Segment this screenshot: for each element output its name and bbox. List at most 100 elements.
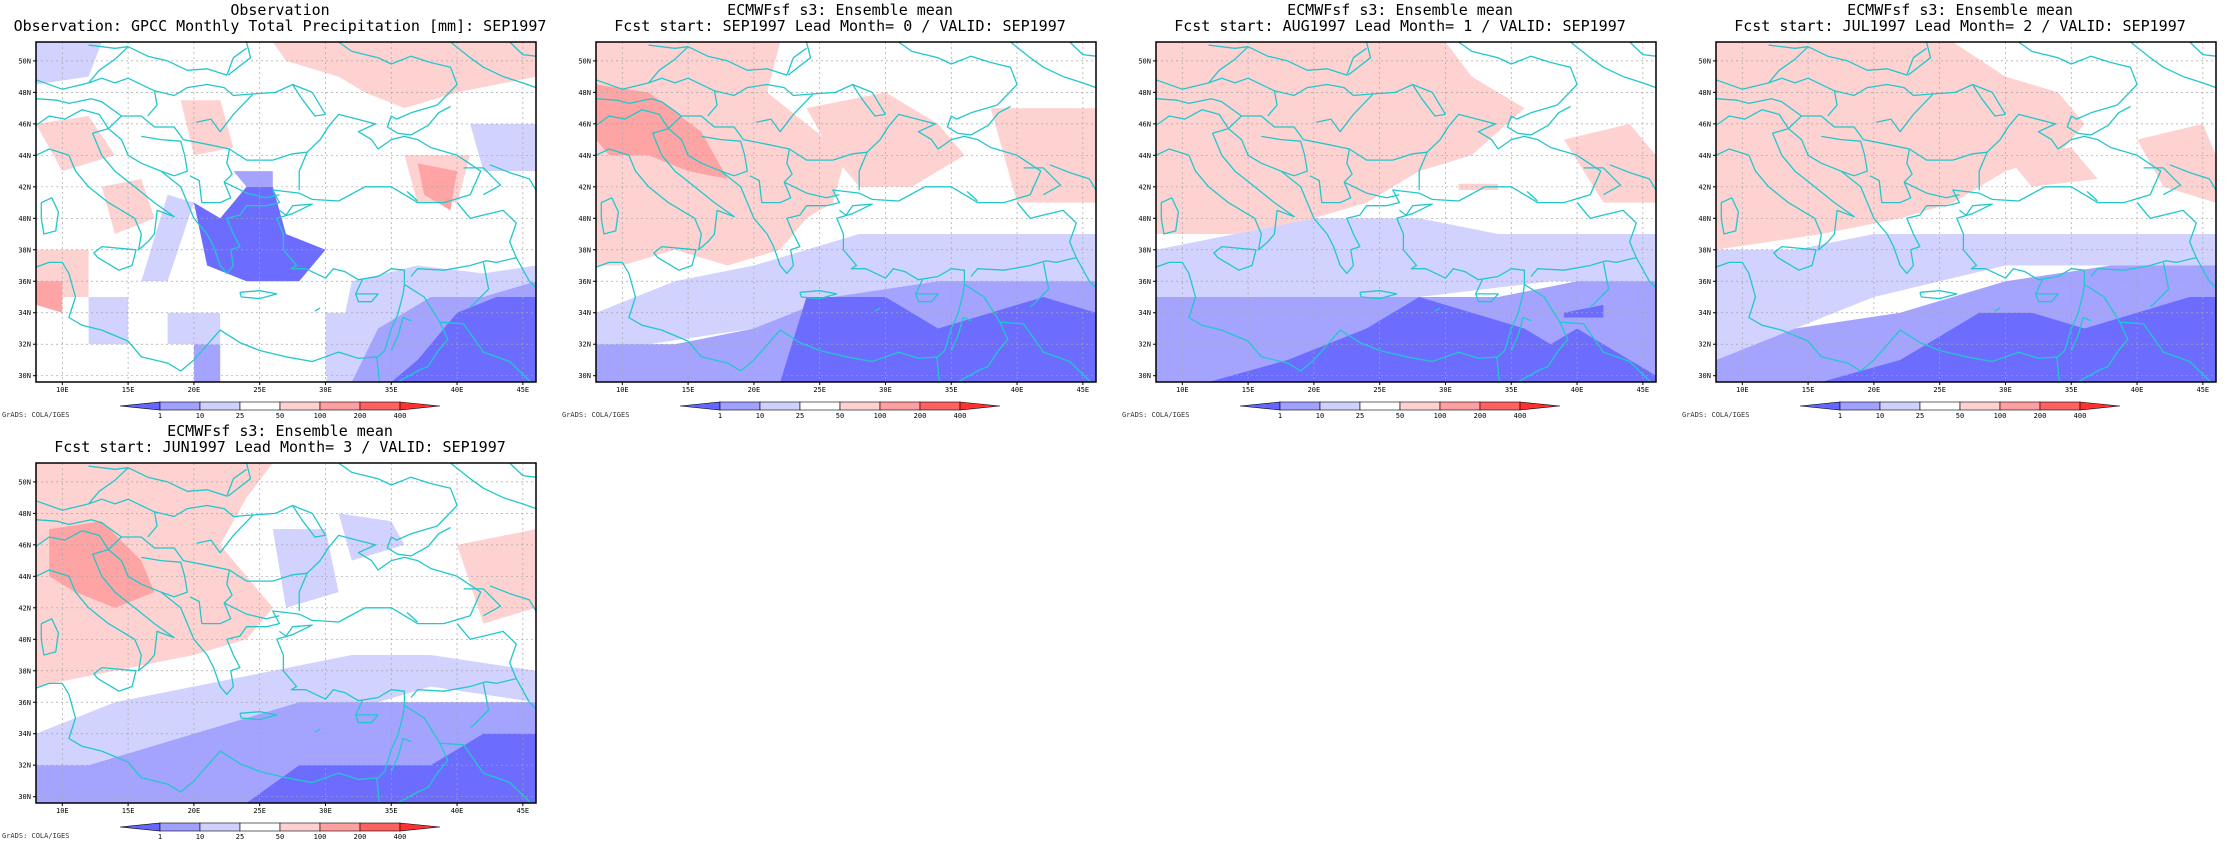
- coastline: [1156, 113, 1602, 275]
- y-tick-label: 36N: [18, 699, 31, 707]
- map-panel-2: ECMWFsf s3: Ensemble mean Fcst start: SEP…: [560, 0, 1120, 420]
- coastline: [1160, 197, 1180, 235]
- coastline: [1213, 245, 1257, 271]
- coastline: [1049, 164, 1096, 191]
- coastline: [229, 569, 308, 582]
- coastline: [390, 737, 412, 772]
- coastline: [196, 514, 254, 554]
- coastline: [999, 321, 1092, 382]
- precipitation-map: 10E 15E 20E 25E 30E 35E 40E 45E 30N 32N 34N 36N 38N 4…: [18, 41, 537, 420]
- coastline: [147, 90, 158, 117]
- colorbar-swatch: [399, 401, 441, 411]
- coastline: [653, 245, 697, 271]
- coastline: [2077, 283, 2129, 382]
- colorbar: 1 10 25 50 100 200 400: [119, 822, 441, 841]
- coastline: [439, 321, 532, 382]
- coastline: [1510, 316, 1532, 351]
- y-tick-label: 50N: [1138, 57, 1151, 65]
- colorbar-swatch: [359, 822, 401, 832]
- coastline: [1909, 148, 1988, 161]
- shading-region: [1156, 42, 1525, 234]
- x-tick-label: 40E: [451, 807, 464, 815]
- coastline: [1506, 104, 1571, 136]
- colorbar-label: 25: [796, 412, 804, 420]
- coastline: [1156, 203, 1526, 372]
- coastline: [489, 164, 536, 191]
- x-tick-label: 20E: [748, 386, 761, 394]
- coastline: [223, 602, 280, 620]
- colorbar-swatch: [399, 822, 441, 832]
- coastline: [1716, 113, 2162, 275]
- coastline: [2149, 262, 2170, 307]
- coastline: [783, 181, 840, 199]
- coastline: [1156, 109, 1229, 129]
- y-tick-label: 30N: [578, 372, 591, 380]
- shading-region: [141, 194, 194, 282]
- shading-region: [88, 297, 129, 345]
- coastline: [397, 283, 449, 382]
- colorbar-swatch: [199, 401, 241, 411]
- coastline: [2086, 191, 2099, 202]
- y-tick-label: 46N: [1698, 120, 1711, 128]
- y-tick-label: 48N: [18, 89, 31, 97]
- y-tick-label: 36N: [1698, 278, 1711, 286]
- coastline: [1156, 98, 1242, 117]
- y-tick-label: 44N: [18, 573, 31, 581]
- colorbar: 1 10 25 50 100 200 400: [119, 401, 441, 420]
- coastline: [36, 498, 327, 536]
- colorbar-label: 400: [2074, 412, 2087, 420]
- coastline: [1267, 90, 1278, 117]
- colorbar-label: 50: [836, 412, 844, 420]
- coastline: [799, 290, 838, 300]
- coastline: [1208, 44, 1367, 76]
- coastline: [141, 556, 188, 598]
- coastline: [1412, 84, 1446, 117]
- coastline: [1526, 191, 1539, 202]
- y-tick-label: 50N: [18, 57, 31, 65]
- y-tick-label: 38N: [18, 246, 31, 254]
- coastline: [36, 534, 482, 696]
- colorbar-label: 100: [314, 833, 327, 841]
- y-tick-label: 46N: [18, 541, 31, 549]
- coastline: [1589, 262, 1610, 307]
- coastline: [147, 511, 158, 538]
- y-tick-label: 34N: [1698, 309, 1711, 317]
- colorbar-label: 100: [1994, 412, 2007, 420]
- panel-subtitle: Fcst start: SEP1997 Lead Month= 0 / VALI…: [614, 17, 1066, 35]
- colorbar-label: 400: [1514, 412, 1527, 420]
- colorbar-label: 100: [314, 412, 327, 420]
- coastline: [40, 618, 60, 656]
- y-tick-label: 38N: [1138, 246, 1151, 254]
- coastline: [1475, 279, 1499, 303]
- map-panel-5: ECMWFsf s3: Ensemble mean Fcst start: JUN…: [0, 421, 560, 841]
- shading-region: [272, 42, 536, 109]
- colorbar-swatch: [1879, 401, 1921, 411]
- x-tick-label: 15E: [682, 386, 695, 394]
- shading-region: [272, 529, 339, 608]
- y-tick-label: 44N: [18, 152, 31, 160]
- shading-region: [1563, 123, 1656, 203]
- x-tick-label: 45E: [1637, 386, 1650, 394]
- coastline: [950, 316, 972, 351]
- coastline: [946, 104, 1011, 136]
- coastline: [376, 356, 381, 382]
- y-tick-label: 34N: [18, 730, 31, 738]
- y-tick-label: 40N: [18, 636, 31, 644]
- coastline: [141, 135, 188, 177]
- x-tick-label: 10E: [1736, 386, 1749, 394]
- coastline: [196, 93, 254, 133]
- x-tick-label: 40E: [2131, 386, 2144, 394]
- coastline: [88, 44, 247, 76]
- coastline: [355, 279, 379, 303]
- coastline: [1907, 42, 1932, 76]
- map-panel-3: ECMWFsf s3: Ensemble mean Fcst start: AUG…: [1120, 0, 1680, 420]
- coastline: [292, 84, 326, 117]
- coastline: [970, 202, 1077, 277]
- coastline: [36, 203, 406, 372]
- coastline: [1496, 356, 1501, 382]
- colorbar-swatch: [279, 401, 321, 411]
- shading-region: [596, 234, 1096, 345]
- colorbar-swatch: [2039, 401, 2081, 411]
- coastline: [648, 46, 689, 84]
- coastline: [1530, 202, 1637, 277]
